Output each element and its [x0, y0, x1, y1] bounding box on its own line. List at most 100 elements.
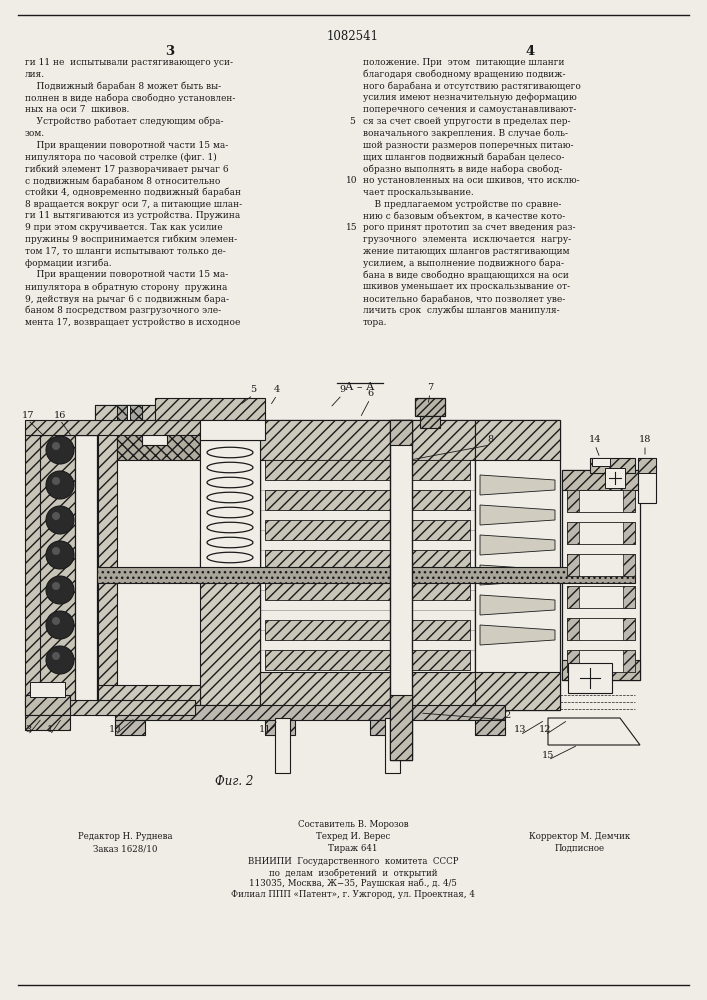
Circle shape: [52, 652, 60, 660]
Text: благодаря свободному вращению подвиж-: благодаря свободному вращению подвиж-: [363, 70, 566, 79]
Text: усилием, а выполнение подвижного бара-: усилием, а выполнение подвижного бара-: [363, 259, 564, 268]
Text: 15: 15: [542, 750, 554, 760]
Bar: [260, 420, 475, 460]
Text: 14: 14: [589, 436, 601, 444]
Bar: [475, 720, 505, 735]
Circle shape: [52, 442, 60, 450]
Bar: [385, 718, 400, 773]
Bar: [568, 663, 612, 693]
Text: 9 при этом скручивается. Так как усилие: 9 при этом скручивается. Так как усилие: [25, 223, 223, 232]
Bar: [567, 618, 635, 640]
Text: ги 11 вытягиваются из устройства. Пружина: ги 11 вытягиваются из устройства. Пружин…: [25, 211, 240, 220]
Text: 5: 5: [349, 117, 355, 126]
Text: пружины 9 воспринимается гибким элемен-: пружины 9 воспринимается гибким элемен-: [25, 235, 237, 244]
Bar: [623, 586, 635, 608]
Text: по  делам  изобретений  и  открытий: по делам изобретений и открытий: [269, 868, 437, 878]
Bar: [562, 660, 640, 680]
Circle shape: [52, 547, 60, 555]
Bar: [390, 420, 412, 760]
Bar: [38, 435, 98, 705]
Bar: [25, 695, 70, 715]
Bar: [420, 416, 440, 428]
Bar: [562, 470, 640, 490]
Bar: [475, 420, 560, 710]
Bar: [475, 420, 560, 460]
Text: том 17, то шланги испытывают только де-: том 17, то шланги испытывают только де-: [25, 247, 226, 256]
Polygon shape: [548, 718, 640, 745]
Bar: [638, 458, 656, 473]
Text: 7: 7: [427, 383, 433, 392]
Text: Подписное: Подписное: [555, 844, 605, 853]
Text: ных на оси 7  шкивов.: ных на оси 7 шкивов.: [25, 105, 129, 114]
Text: 4: 4: [525, 45, 534, 58]
Text: При вращении поворотной части 15 ма-: При вращении поворотной части 15 ма-: [25, 141, 228, 150]
Bar: [200, 540, 260, 705]
Text: Тираж 641: Тираж 641: [328, 844, 378, 853]
Bar: [567, 522, 635, 544]
Text: с подвижным барабаном 8 относительно: с подвижным барабаном 8 относительно: [25, 176, 221, 186]
Bar: [567, 490, 635, 512]
Bar: [623, 618, 635, 640]
Text: 6: 6: [367, 389, 373, 398]
Circle shape: [46, 471, 74, 499]
Text: 10: 10: [109, 726, 121, 734]
Text: 5: 5: [250, 385, 256, 394]
Bar: [25, 700, 195, 715]
Text: В предлагаемом устройстве по сравне-: В предлагаемом устройстве по сравне-: [363, 200, 561, 209]
Bar: [567, 490, 579, 512]
Circle shape: [46, 576, 74, 604]
Text: Техред И. Верес: Техред И. Верес: [316, 832, 390, 841]
Text: чает проскальзывание.: чает проскальзывание.: [363, 188, 474, 197]
Bar: [390, 420, 412, 445]
Text: 18: 18: [639, 436, 651, 444]
Text: тора.: тора.: [363, 318, 387, 327]
Polygon shape: [480, 565, 555, 585]
Text: воначального закрепления. В случае боль-: воначального закрепления. В случае боль-: [363, 129, 568, 138]
Bar: [200, 440, 260, 570]
Bar: [265, 650, 470, 670]
Text: жение питающих шлангов растягивающим: жение питающих шлангов растягивающим: [363, 247, 570, 256]
Circle shape: [46, 611, 74, 639]
Bar: [117, 405, 200, 460]
Text: А – А: А – А: [345, 382, 375, 392]
Text: Устройство работает следующим обра-: Устройство работает следующим обра-: [25, 117, 223, 126]
Bar: [142, 420, 167, 445]
Bar: [567, 554, 635, 576]
Polygon shape: [480, 625, 555, 645]
Text: полнен в виде набора свободно установлен-: полнен в виде набора свободно установлен…: [25, 93, 235, 103]
Bar: [590, 458, 635, 473]
Bar: [130, 405, 142, 425]
Bar: [623, 522, 635, 544]
Text: грузочного  элемента  исключается  нагру-: грузочного элемента исключается нагру-: [363, 235, 571, 244]
Text: зом.: зом.: [25, 129, 45, 138]
Polygon shape: [480, 535, 555, 555]
Text: 11: 11: [259, 726, 271, 734]
Text: 12: 12: [539, 726, 551, 734]
Text: 113035, Москва, Ж−35, Раушская наб., д. 4/5: 113035, Москва, Ж−35, Раушская наб., д. …: [249, 879, 457, 888]
Text: При вращении поворотной части 15 ма-: При вращении поворотной части 15 ма-: [25, 270, 228, 279]
Text: положение. При  этом  питающие шланги: положение. При этом питающие шланги: [363, 58, 564, 67]
Bar: [265, 520, 470, 540]
Text: усилия имеют незначительную деформацию: усилия имеют незначительную деформацию: [363, 93, 577, 102]
Bar: [390, 695, 412, 760]
Bar: [567, 586, 579, 608]
Text: личить срок  службы шлангов манипуля-: личить срок службы шлангов манипуля-: [363, 306, 560, 315]
Bar: [265, 490, 470, 510]
Bar: [370, 720, 400, 735]
Bar: [200, 405, 260, 575]
Bar: [623, 490, 635, 512]
Text: нию с базовым объектом, в качестве кото-: нию с базовым объектом, в качестве кото-: [363, 211, 566, 220]
Bar: [265, 580, 470, 600]
Text: мента 17, возвращает устройство в исходное: мента 17, возвращает устройство в исходн…: [25, 318, 240, 327]
Text: 13: 13: [514, 726, 526, 734]
Bar: [638, 458, 656, 503]
Polygon shape: [480, 505, 555, 525]
Polygon shape: [480, 595, 555, 615]
Circle shape: [46, 646, 74, 674]
Text: нипулятора в обратную сторону  пружина: нипулятора в обратную сторону пружина: [25, 282, 228, 292]
Bar: [265, 720, 295, 735]
Bar: [95, 405, 117, 715]
Bar: [115, 720, 145, 735]
Bar: [25, 420, 205, 435]
Text: щих шлангов подвижный барабан целесо-: щих шлангов подвижный барабан целесо-: [363, 152, 564, 162]
